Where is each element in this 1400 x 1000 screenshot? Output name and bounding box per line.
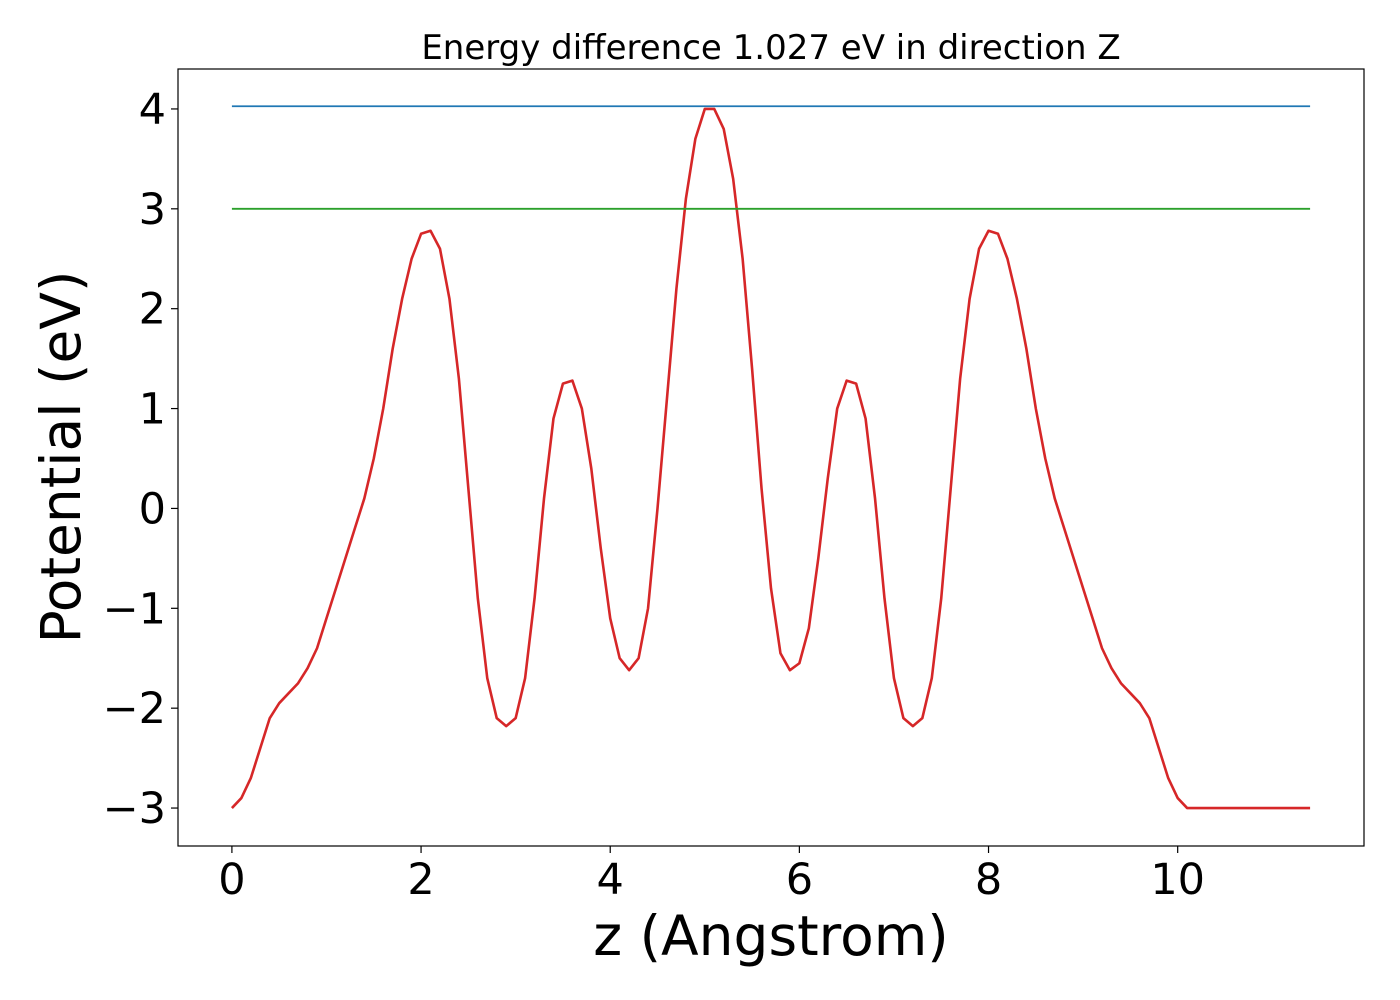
- y-tick-label: 1: [139, 385, 166, 435]
- y-tick-label: 3: [139, 185, 166, 235]
- y-axis-label: Potential (eV): [29, 271, 93, 644]
- y-tick-label: 2: [139, 285, 166, 335]
- series-layer: [230, 105, 1311, 810]
- plot-frame: [177, 68, 1365, 847]
- chart-title: Energy difference 1.027 eV in direction …: [421, 28, 1120, 68]
- y-axis-ticks: −3 −2 −1 0 1 2 3 4: [103, 85, 178, 834]
- plot-background: [178, 69, 1364, 846]
- x-axis-label: z (Angstrom): [593, 904, 949, 968]
- x-tick-label: 8: [975, 855, 1002, 905]
- x-tick-label: 10: [1150, 855, 1205, 905]
- y-tick-label: −3: [103, 784, 166, 834]
- y-tick-label: 4: [139, 85, 166, 135]
- y-tick-label: −1: [103, 584, 166, 634]
- x-tick-label: 6: [786, 855, 813, 905]
- potential-line: [230, 107, 1311, 810]
- x-tick-label: 0: [218, 855, 245, 905]
- x-tick-label: 4: [597, 855, 624, 905]
- x-axis-ticks: 0 2 4 6 8 10: [218, 846, 1205, 905]
- y-tick-label: −2: [103, 684, 166, 734]
- x-tick-label: 2: [407, 855, 434, 905]
- y-tick-label: 0: [139, 484, 166, 534]
